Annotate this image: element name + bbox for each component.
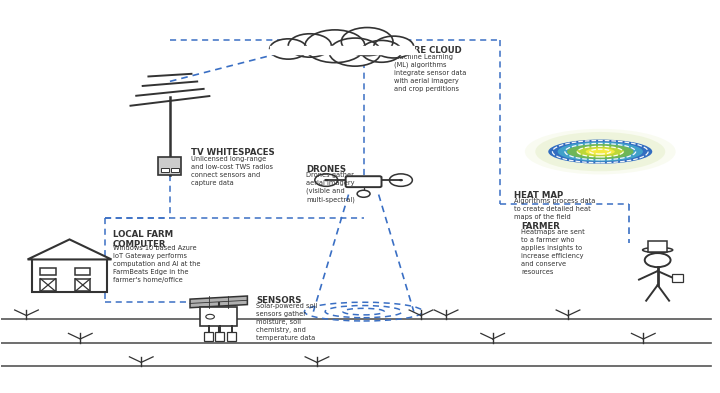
Polygon shape xyxy=(27,239,112,259)
Ellipse shape xyxy=(535,132,665,171)
Bar xyxy=(76,279,90,291)
Text: FARMER: FARMER xyxy=(521,222,560,231)
Bar xyxy=(215,332,225,341)
Text: Heatmaps are sent
to a farmer who
applies insights to
increase efficiency
and co: Heatmaps are sent to a farmer who applie… xyxy=(521,229,585,275)
Bar xyxy=(672,274,683,282)
Text: Algorithms process data
to create detailed heat
maps of the field: Algorithms process data to create detail… xyxy=(514,198,595,220)
Text: TV WHITESPACES: TV WHITESPACES xyxy=(192,148,275,157)
Bar xyxy=(171,168,179,172)
Circle shape xyxy=(399,179,403,181)
Text: LOCAL FARM
COMPUTER: LOCAL FARM COMPUTER xyxy=(112,230,173,250)
Text: SENSORS: SENSORS xyxy=(256,296,302,305)
Text: Windows 10 based Azure
IoT Gateway performs
computation and AI at the
FarmBeats : Windows 10 based Azure IoT Gateway perfo… xyxy=(112,245,200,283)
Bar xyxy=(40,268,55,275)
Bar xyxy=(648,241,667,252)
Text: Solar-powered soil
sensors gather
moisture, soil
chemistry, and
temperature data: Solar-powered soil sensors gather moistu… xyxy=(256,303,318,342)
Circle shape xyxy=(341,28,393,56)
Polygon shape xyxy=(190,296,248,308)
Text: HEAT MAP: HEAT MAP xyxy=(514,191,564,200)
Text: DRONES: DRONES xyxy=(306,165,346,173)
Circle shape xyxy=(269,39,307,59)
Bar xyxy=(40,279,55,291)
Bar xyxy=(204,332,213,341)
Circle shape xyxy=(374,36,414,58)
Ellipse shape xyxy=(567,144,634,160)
Circle shape xyxy=(324,179,328,181)
Bar xyxy=(161,168,168,172)
Circle shape xyxy=(305,30,365,62)
Ellipse shape xyxy=(576,146,624,157)
Circle shape xyxy=(357,190,370,197)
Text: Drones gather
aerial imagery
(visible and
multi-spectral): Drones gather aerial imagery (visible an… xyxy=(306,172,355,203)
Text: Machine Learning
(ML) algorithms
integrate sensor data
with aerial imagery
and c: Machine Learning (ML) algorithms integra… xyxy=(395,54,467,92)
Circle shape xyxy=(329,38,381,66)
Circle shape xyxy=(361,40,402,62)
Bar xyxy=(158,158,181,175)
Text: Unlicensed long-range
and low-cost TWS radios
connect sensors and
capture data: Unlicensed long-range and low-cost TWS r… xyxy=(192,156,274,185)
Text: AZURE CLOUD: AZURE CLOUD xyxy=(395,46,462,55)
Bar xyxy=(227,332,236,341)
Bar xyxy=(32,259,107,292)
Ellipse shape xyxy=(525,129,675,174)
Ellipse shape xyxy=(548,140,652,164)
Circle shape xyxy=(288,34,331,57)
Bar xyxy=(76,268,90,275)
FancyBboxPatch shape xyxy=(346,176,382,187)
Ellipse shape xyxy=(557,142,643,162)
Ellipse shape xyxy=(585,148,615,155)
Ellipse shape xyxy=(642,248,672,252)
Bar xyxy=(200,307,238,327)
Circle shape xyxy=(644,253,670,267)
